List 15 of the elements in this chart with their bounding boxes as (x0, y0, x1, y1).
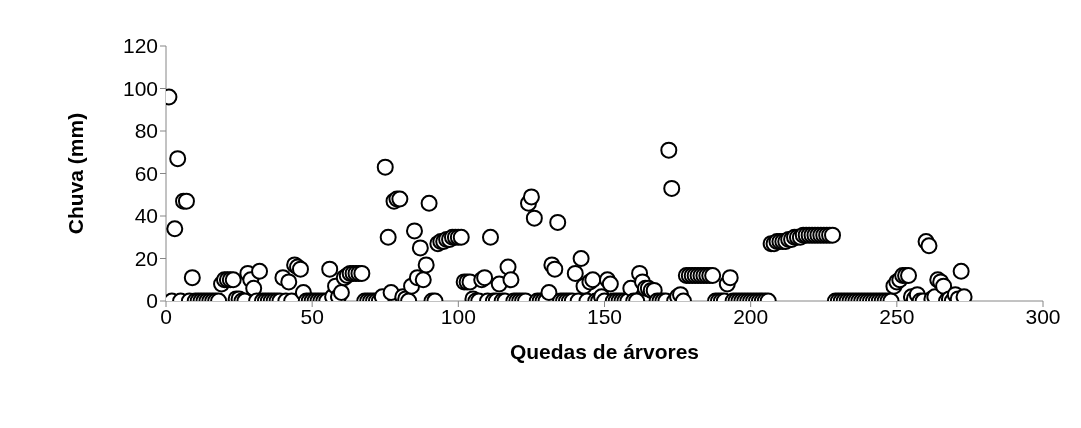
y-tick-label: 60 (134, 161, 158, 185)
x-tick-label: 300 (1025, 304, 1061, 328)
x-tick-label: 200 (733, 304, 769, 328)
y-tick-label: 100 (122, 76, 158, 100)
x-tick-label: 150 (586, 304, 623, 328)
x-tick-label: 50 (300, 304, 324, 328)
y-tick-label: 40 (134, 204, 158, 228)
x-tick-label: 250 (879, 304, 915, 328)
y-axis-title: Chuva (mm) (64, 112, 88, 235)
y-tick-label: 120 (122, 34, 158, 58)
x-tick-label: 100 (440, 304, 476, 328)
y-tick-label: 20 (134, 246, 158, 270)
y-tick-label: 80 (134, 119, 158, 143)
y-tick-label: 0 (146, 289, 158, 313)
x-axis-title: Quedas de árvores (509, 340, 700, 363)
